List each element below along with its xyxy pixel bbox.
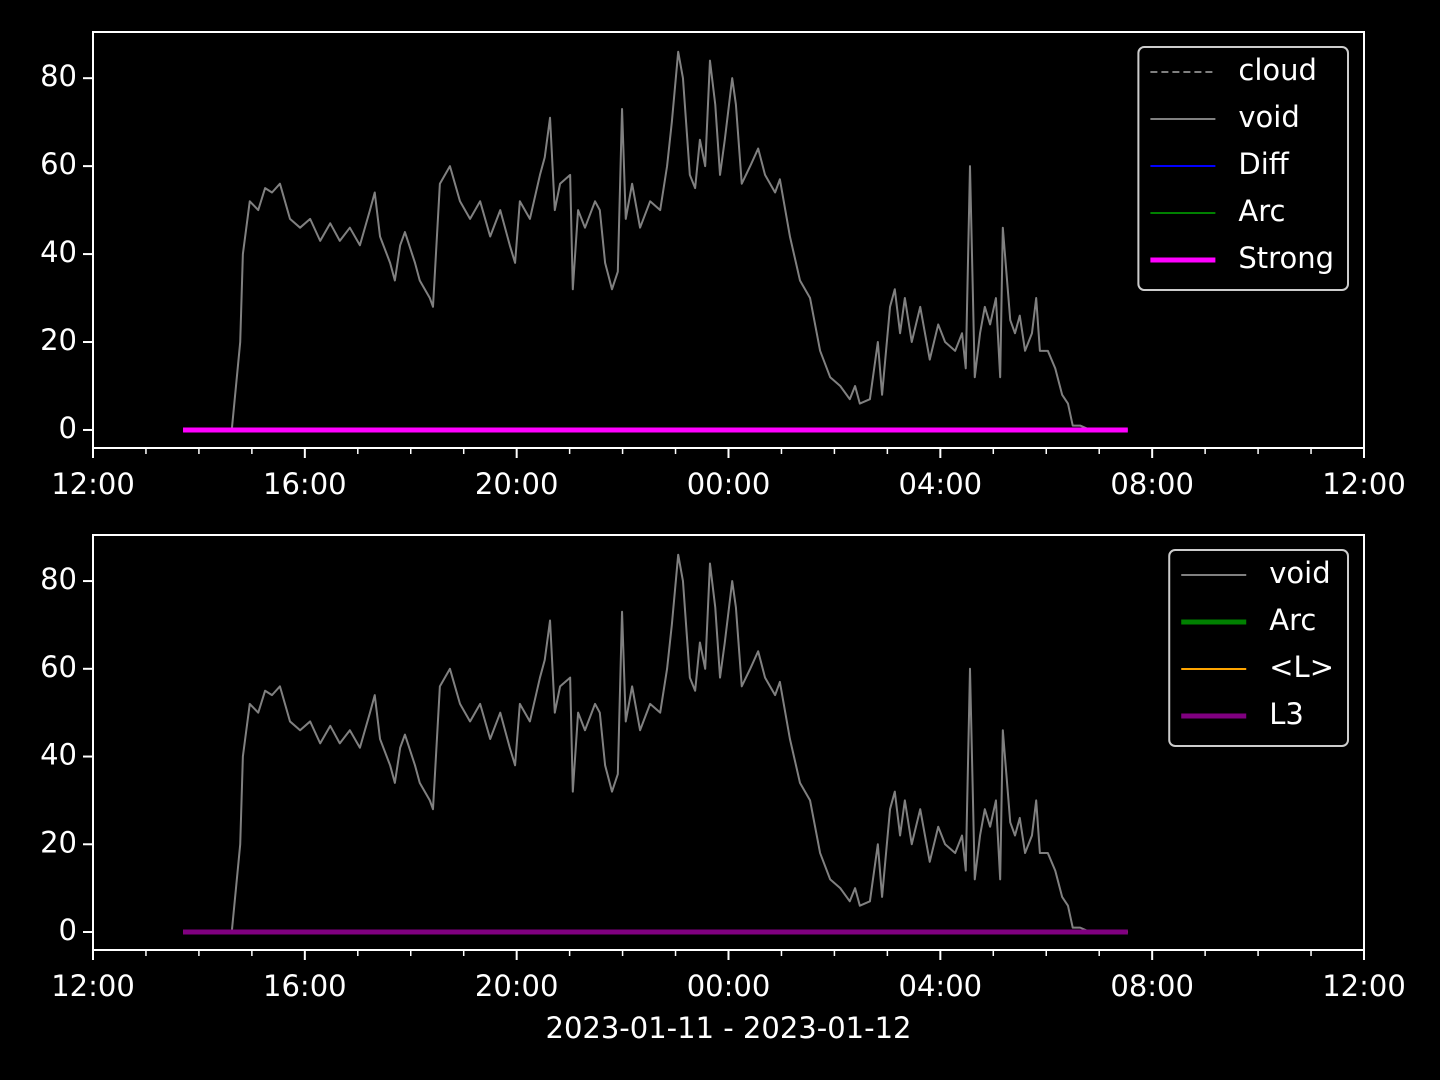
y-tick-label: 20 [40,323,77,357]
legend-frame [1137,46,1349,291]
legend: void Arc <L> L3 [1168,549,1349,747]
y-tick-label: 80 [40,59,77,93]
y-tick-label: 0 [59,913,77,947]
x-tick-label: 20:00 [475,969,559,1003]
y-tick-label: 0 [59,411,77,445]
series-line [230,50,1091,431]
series-line [230,553,1091,933]
x-tick-label: 04:00 [899,969,983,1003]
x-tick-label: 12:00 [1322,467,1406,501]
y-tick-label: 60 [40,147,77,181]
legend-label: cloud [1238,53,1317,87]
x-tick-label: 12:00 [1322,969,1406,1003]
x-tick-label: 16:00 [263,467,347,501]
legend-label: Diff [1238,147,1289,181]
y-tick-label: 20 [40,825,77,859]
y-tick-label: 40 [40,738,77,772]
legend: cloud void Diff Arc Strong [1137,46,1349,291]
y-tick-label: 40 [40,235,77,269]
x-tick-label: 16:00 [263,969,347,1003]
legend-frame [1168,549,1349,747]
y-tick-label: 80 [40,562,77,596]
x-tick-label: 00:00 [687,969,771,1003]
legend-label: <L> [1269,650,1334,684]
legend-label: void [1238,100,1299,134]
x-tick-label: 20:00 [475,467,559,501]
x-tick-label: 04:00 [899,467,983,501]
x-tick-label: 08:00 [1110,467,1194,501]
x-tick-label: 12:00 [51,467,135,501]
x-tick-label: 00:00 [687,467,771,501]
legend-label: Arc [1238,194,1285,228]
x-tick-label: 12:00 [51,969,135,1003]
legend-label: Strong [1238,241,1334,275]
legend-label: Arc [1269,603,1316,637]
y-tick-label: 60 [40,650,77,684]
legend-label: L3 [1269,697,1304,731]
legend-label: void [1269,556,1330,590]
x-axis-label: 2023-01-11 - 2023-01-12 [546,1011,912,1045]
x-tick-label: 08:00 [1110,969,1194,1003]
